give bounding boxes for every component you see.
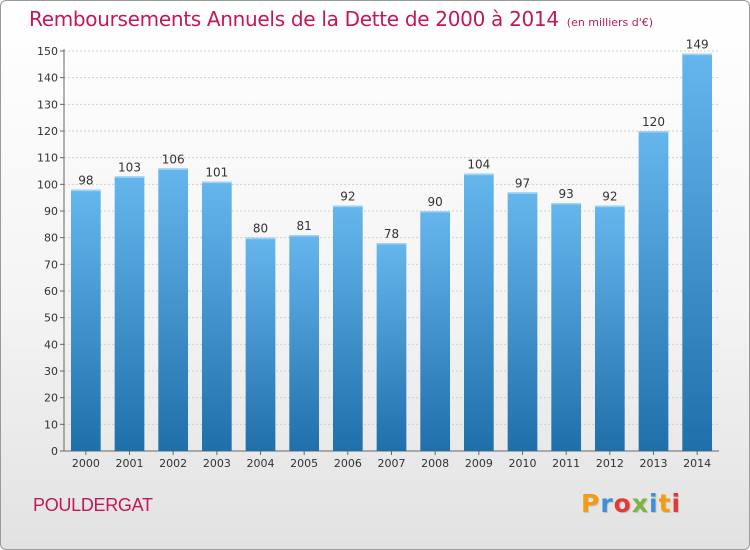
bar-2010 [507, 192, 538, 452]
y-tick-label: 80 [44, 232, 58, 245]
bar-highlight [507, 192, 538, 194]
brand-letter: o [613, 489, 632, 518]
y-tick-label: 110 [37, 152, 58, 165]
data-label: 149 [686, 38, 709, 52]
x-tick-label: 2014 [683, 457, 711, 470]
brand-letter: i [649, 489, 659, 518]
x-tick-label: 2009 [465, 457, 493, 470]
data-label: 92 [602, 190, 617, 204]
bar-2005 [289, 235, 320, 451]
bar-highlight [201, 181, 232, 184]
bar-highlight [158, 168, 189, 170]
x-tick-label: 2008 [421, 457, 449, 470]
data-label: 120 [642, 115, 665, 129]
y-tick-label: 90 [44, 205, 58, 218]
bar-2001 [114, 176, 145, 452]
bar-2003 [201, 181, 232, 451]
data-label: 80 [253, 222, 268, 236]
bar-2000 [70, 189, 101, 451]
y-tick-label: 10 [44, 418, 58, 431]
label-layer: 98 103 106 101 80 81 92 78 90 104 97 93 92 120 149 [78, 38, 708, 241]
chart-title-text: Remboursements Annuels de la Dette de 20… [29, 7, 559, 31]
y-tick-label: 150 [37, 45, 58, 58]
bar-2004 [245, 237, 276, 451]
bar-2007 [376, 243, 407, 451]
brand-letter: t [658, 489, 672, 518]
x-tick-label: 2011 [552, 457, 580, 470]
y-tick-label: 50 [44, 312, 58, 325]
x-tick-label: 2003 [203, 457, 231, 470]
bar-2002 [158, 168, 189, 452]
y-tick-label: 60 [44, 285, 58, 298]
data-label: 93 [559, 187, 574, 201]
y-tick-label: 130 [37, 98, 58, 111]
bar-2006 [332, 205, 363, 451]
bar-highlight [332, 205, 363, 208]
bar-highlight [638, 131, 669, 133]
x-tick-label: 2006 [334, 457, 362, 470]
y-tick-label: 20 [44, 392, 58, 405]
city-name: POULDERGAT [33, 495, 153, 515]
data-label: 78 [384, 227, 399, 241]
x-tick-label: 2013 [640, 457, 668, 470]
x-tick-label: 2002 [159, 457, 187, 470]
data-label: 97 [515, 176, 530, 190]
y-tick-label: 120 [37, 125, 58, 138]
brand-letter: r [600, 489, 614, 518]
bar-highlight [551, 203, 582, 205]
data-label: 92 [340, 190, 355, 204]
axis-layer: 0 10 20 30 40 50 60 70 80 90 100 110 120 130 140 150 200… [37, 45, 719, 470]
bar-2014 [682, 53, 713, 452]
data-label: 90 [428, 195, 443, 209]
bar-2013 [638, 131, 669, 451]
bar-2012 [594, 205, 625, 451]
bar-highlight [420, 211, 451, 213]
data-label: 81 [297, 219, 312, 233]
bar-2009 [463, 173, 494, 451]
x-tick-label: 2000 [72, 457, 100, 470]
bar-highlight [70, 189, 101, 192]
chart-unit-note: (en milliers d'€) [566, 16, 654, 29]
brand-letter: i [671, 489, 682, 518]
bar-highlight [682, 53, 713, 56]
bar-highlight [594, 205, 625, 208]
x-tick-label: 2010 [509, 457, 537, 470]
bar-highlight [289, 235, 320, 237]
data-label: 101 [205, 166, 228, 180]
bar-highlight [245, 237, 276, 240]
y-tick-label: 100 [37, 178, 58, 191]
x-tick-label: 2012 [596, 457, 624, 470]
bar-layer [70, 53, 713, 452]
x-tick-label: 2007 [378, 457, 406, 470]
brand-letter: x [631, 489, 649, 518]
bar-2008 [420, 211, 451, 451]
data-label: 104 [467, 158, 490, 172]
data-label: 106 [162, 152, 185, 166]
y-tick-label: 70 [44, 258, 58, 271]
bar-highlight [114, 176, 145, 178]
x-tick-label: 2005 [290, 457, 318, 470]
y-tick-label: 30 [44, 365, 58, 378]
brand-letter: P [581, 489, 601, 518]
bar-highlight [463, 173, 494, 176]
chart-title: Remboursements Annuels de la Dette de 20… [29, 7, 653, 31]
data-label: 103 [118, 160, 141, 174]
x-tick-label: 2004 [247, 457, 275, 470]
x-tick-label: 2001 [116, 457, 144, 470]
y-tick-label: 0 [51, 445, 58, 458]
data-label: 98 [78, 174, 93, 188]
bar-highlight [376, 243, 407, 245]
bar-2011 [551, 203, 582, 451]
y-tick-label: 40 [44, 338, 58, 351]
y-tick-label: 140 [37, 72, 58, 85]
brand-logo: Proxiti [581, 489, 681, 518]
